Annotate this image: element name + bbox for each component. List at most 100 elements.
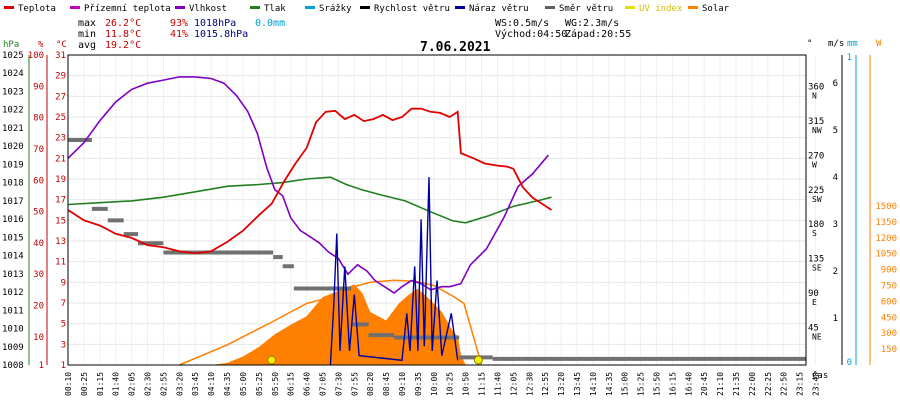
x-tick-label: 05:00: [239, 372, 248, 396]
legend-swatch: [4, 6, 14, 9]
tick-label-hpa: 1009: [2, 343, 24, 353]
tick-label-degc: 21: [55, 154, 66, 164]
legend-label: Tlak: [264, 4, 286, 14]
gust-line: [329, 177, 459, 366]
axis-label-w: W: [876, 39, 882, 49]
axis-label-degc: °C: [56, 40, 67, 50]
tick-label-pct: 1: [39, 361, 44, 371]
tick-label-ms: 1: [833, 314, 838, 324]
plot-frame: [67, 54, 807, 366]
solar-area: [211, 284, 466, 365]
x-tick-label: 08:20: [366, 372, 375, 396]
x-tick-label: 13:45: [573, 372, 582, 396]
tick-label-deg: 225: [808, 186, 824, 196]
legend-label: Přízemní teplota: [84, 4, 171, 14]
legend-label: Srážky: [319, 4, 352, 14]
x-tick-label: 01:15: [96, 372, 105, 396]
x-tick-label: 14:35: [605, 372, 614, 396]
x-tick-label: 12:30: [525, 372, 534, 396]
legend-swatch: [70, 6, 80, 9]
x-tick-label: 03:20: [175, 372, 184, 396]
x-tick-label: 12:55: [541, 372, 550, 396]
min-press: 1015.8hPa: [194, 29, 248, 40]
x-tick-label: 04:35: [223, 372, 232, 396]
tick-label-degc: 25: [55, 113, 66, 123]
x-tick-label: 09:35: [414, 372, 423, 396]
tick-label-dir: NE: [812, 333, 822, 342]
tick-label-dir: SW: [812, 195, 822, 204]
tick-label-w: 1350: [875, 218, 897, 228]
x-tick-label: 02:55: [159, 372, 168, 396]
legend-swatch: [625, 6, 635, 9]
tick-label-w: 750: [881, 282, 897, 292]
tick-label-degc: 31: [55, 51, 66, 61]
legend-label: UV index: [639, 4, 683, 14]
tick-label-w: 150: [881, 345, 897, 355]
tick-label-ms: 3: [833, 220, 838, 230]
humidity-line: [67, 76, 549, 294]
legend-swatch: [175, 6, 185, 9]
tick-label-degc: 13: [55, 237, 66, 247]
axes: hPa1008100910101011101210131014101510161…: [2, 39, 897, 396]
legend-swatch: [545, 6, 555, 9]
tick-label-hpa: 1025: [2, 51, 24, 61]
max-hum: 93%: [170, 18, 188, 29]
tick-label-w: 1500: [875, 202, 897, 212]
avg-temp: 19.2°C: [105, 40, 141, 51]
tick-label-pct: 60: [33, 176, 44, 186]
x-tick-label: 01:40: [112, 372, 121, 396]
tick-label-dir: W: [812, 160, 817, 169]
tick-label-ms: 6: [833, 79, 838, 89]
x-tick-label: 07:30: [334, 372, 343, 396]
x-tick-label: 02:30: [144, 372, 153, 396]
tick-label-degc: 27: [55, 92, 66, 102]
tick-label-hpa: 1011: [2, 306, 24, 316]
solar-clear-line: [179, 279, 483, 366]
pressure-line: [67, 176, 552, 224]
sunrise-marker: [267, 355, 277, 365]
tick-label-hpa: 1010: [2, 325, 24, 335]
tick-label-degc: 1: [61, 361, 66, 371]
x-tick-label: 21:35: [732, 372, 741, 396]
x-tick-label: 07:05: [318, 372, 327, 396]
tick-label-dir: SE: [812, 264, 822, 273]
x-tick-label: 08:45: [382, 372, 391, 396]
tick-label-pct: 20: [33, 302, 44, 312]
axis-label-pct: %: [38, 40, 44, 50]
tick-label-pct: 50: [33, 208, 44, 218]
tick-label-dir: E: [812, 298, 817, 307]
x-tick-label: 15:50: [652, 372, 661, 396]
sunset-time: Západ:20:55: [565, 28, 631, 40]
x-axis-unit: čas: [812, 370, 828, 381]
tick-label-mm: 1: [847, 53, 852, 63]
legend-swatch: [305, 6, 315, 9]
tick-label-degc: 11: [55, 258, 66, 268]
tick-label-ms: 5: [833, 126, 838, 136]
tick-label-pct: 10: [33, 333, 44, 343]
tick-label-deg: 180: [808, 220, 824, 230]
tick-label-degc: 3: [61, 340, 66, 350]
tick-label-hpa: 1019: [2, 160, 24, 170]
tick-label-degc: 17: [55, 196, 66, 206]
legend-swatch: [250, 6, 260, 9]
tick-label-hpa: 1016: [2, 215, 24, 225]
tick-label-deg: 135: [808, 255, 824, 265]
x-tick-label: 22:50: [780, 372, 789, 396]
tick-label-w: 1200: [875, 234, 897, 244]
tick-label-hpa: 1020: [2, 142, 24, 152]
x-tick-label: 11:40: [493, 372, 502, 396]
tick-label-degc: 29: [55, 72, 66, 82]
x-tick-label: 03:45: [191, 372, 200, 396]
legend-swatch: [455, 6, 465, 9]
tick-label-hpa: 1014: [2, 252, 24, 262]
x-tick-label: 10:00: [430, 372, 439, 396]
x-tick-label: 22:25: [764, 372, 773, 396]
tick-label-ms: 4: [833, 173, 838, 183]
tick-label-pct: 90: [33, 82, 44, 92]
tick-label-pct: 100: [28, 51, 44, 61]
x-tick-label: 06:15: [287, 372, 296, 396]
x-tick-label: 06:40: [303, 372, 312, 396]
legend-label: Solar: [702, 4, 730, 14]
tick-label-ms: 2: [833, 267, 838, 277]
